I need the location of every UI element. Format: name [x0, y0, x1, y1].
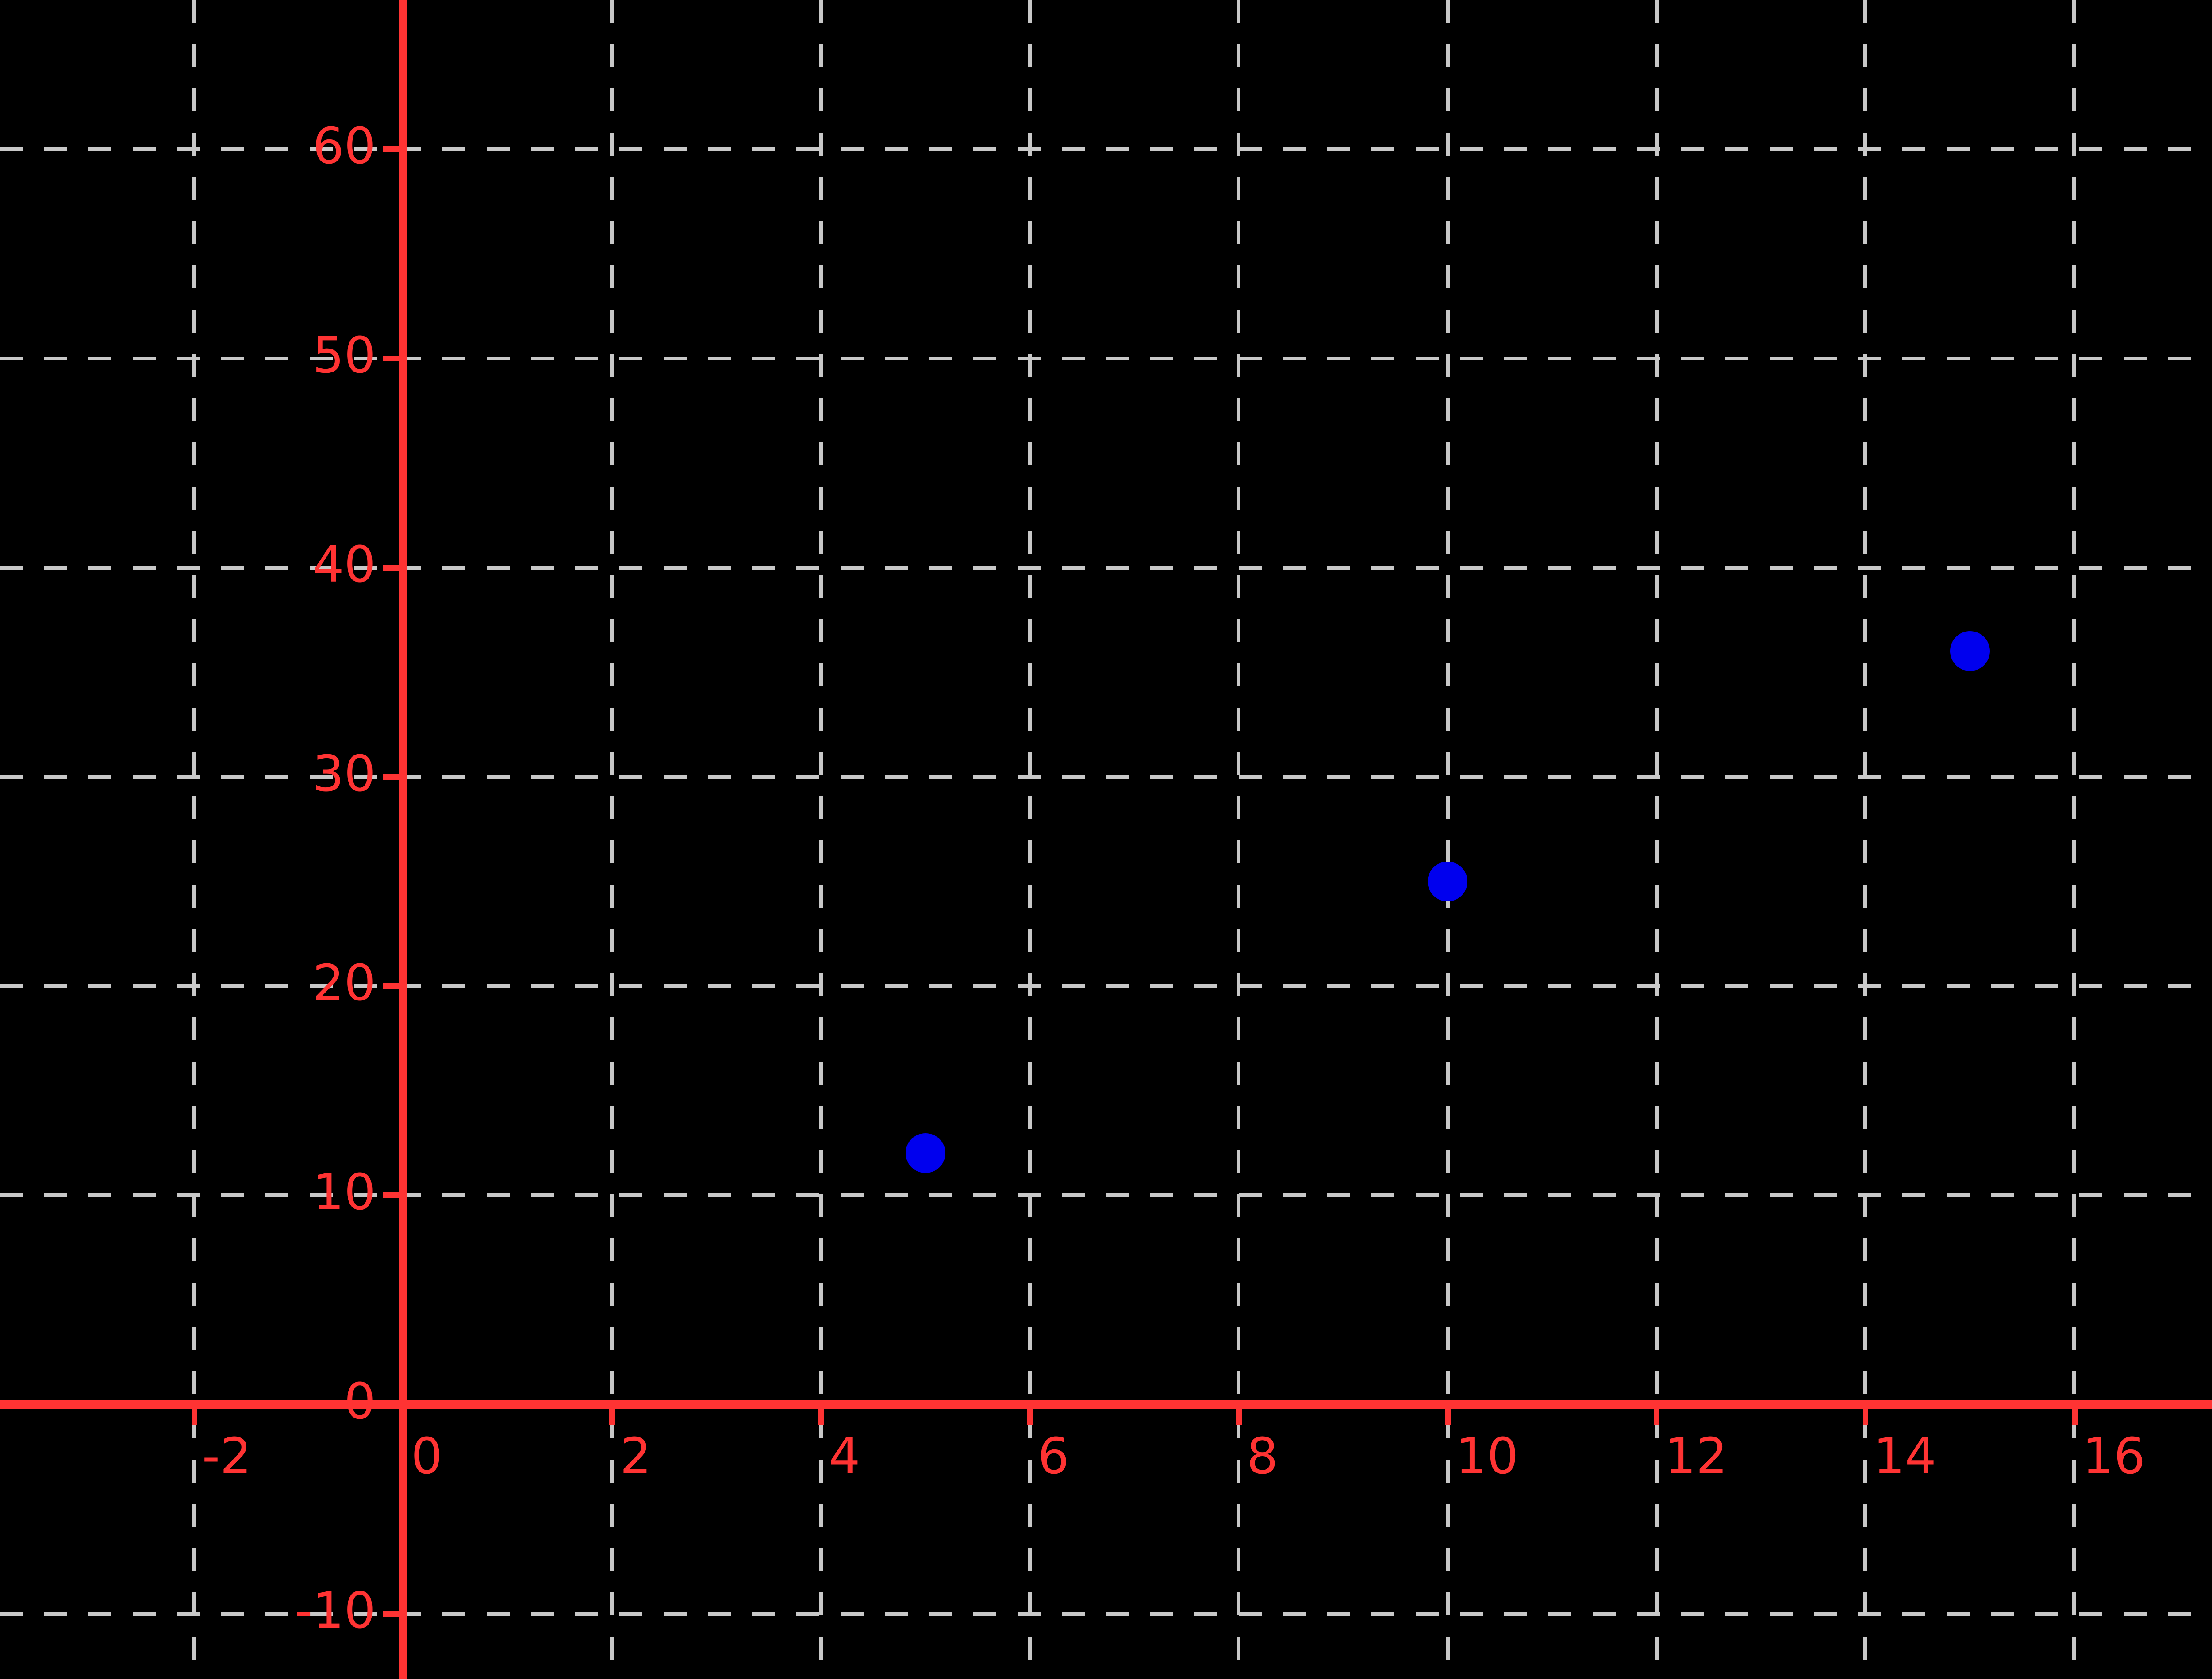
gridline-horizontal	[0, 984, 2212, 988]
x-axis-tick-label: 16	[2082, 1428, 2146, 1485]
gridline-vertical	[2072, 0, 2077, 1679]
y-axis-tick-label: 60	[312, 118, 376, 175]
gridline-vertical	[1863, 0, 1867, 1679]
gridline-vertical	[1654, 0, 1659, 1679]
data-point-marker[interactable]	[905, 1133, 945, 1173]
x-axis-tick-label: 8	[1246, 1428, 1279, 1485]
data-point-marker[interactable]	[1950, 631, 1990, 671]
x-axis-tick-label: 2	[620, 1428, 652, 1485]
y-axis-tick	[383, 356, 403, 361]
y-axis-line	[399, 0, 407, 1679]
x-axis-tick-label: 10	[1455, 1428, 1519, 1485]
x-axis-tick	[1863, 1404, 1869, 1425]
y-axis-tick-label: 20	[312, 954, 376, 1012]
gridline-vertical	[1445, 0, 1450, 1679]
y-axis-tick-label: 0	[344, 1373, 376, 1430]
y-axis-tick-label: 30	[312, 745, 376, 803]
gridline-vertical	[192, 0, 196, 1679]
y-axis-tick	[383, 565, 403, 571]
gridline-horizontal	[0, 356, 2212, 360]
y-axis-tick-label: 40	[312, 536, 376, 594]
y-axis-tick	[383, 983, 403, 989]
y-axis-tick	[383, 1611, 403, 1617]
gridline-vertical	[818, 0, 823, 1679]
y-axis-tick-label: 50	[312, 327, 376, 384]
x-axis-tick-label: 6	[1037, 1428, 1069, 1485]
x-axis-tick-label: 14	[1873, 1428, 1936, 1485]
x-axis-tick-label: 4	[829, 1428, 860, 1485]
x-axis-tick	[191, 1404, 197, 1425]
y-axis-tick	[383, 146, 403, 152]
gridline-horizontal	[0, 147, 2212, 151]
y-axis-tick-label: 10	[312, 1164, 376, 1221]
gridline-vertical	[1237, 0, 1241, 1679]
gridline-horizontal	[0, 1611, 2212, 1616]
data-point-marker[interactable]	[1428, 861, 1467, 901]
x-axis-tick	[1236, 1404, 1242, 1425]
x-axis-tick-label: -2	[202, 1428, 252, 1485]
gridline-horizontal	[0, 1193, 2212, 1197]
gridline-horizontal	[0, 565, 2212, 570]
gridline-vertical	[610, 0, 614, 1679]
y-axis-tick	[383, 774, 403, 780]
gridline-horizontal	[0, 774, 2212, 779]
x-axis-tick	[1027, 1404, 1033, 1425]
x-axis-tick	[818, 1404, 824, 1425]
x-axis-tick-label: 12	[1664, 1428, 1728, 1485]
x-axis-tick	[1654, 1404, 1660, 1425]
x-axis-tick	[609, 1404, 615, 1425]
x-axis-tick	[1445, 1404, 1451, 1425]
x-axis-tick	[2071, 1404, 2078, 1425]
y-axis-tick	[383, 1192, 403, 1198]
y-axis-tick-label: -10	[295, 1582, 376, 1640]
x-axis-tick-label: 0	[411, 1428, 443, 1485]
gridline-vertical	[1028, 0, 1032, 1679]
